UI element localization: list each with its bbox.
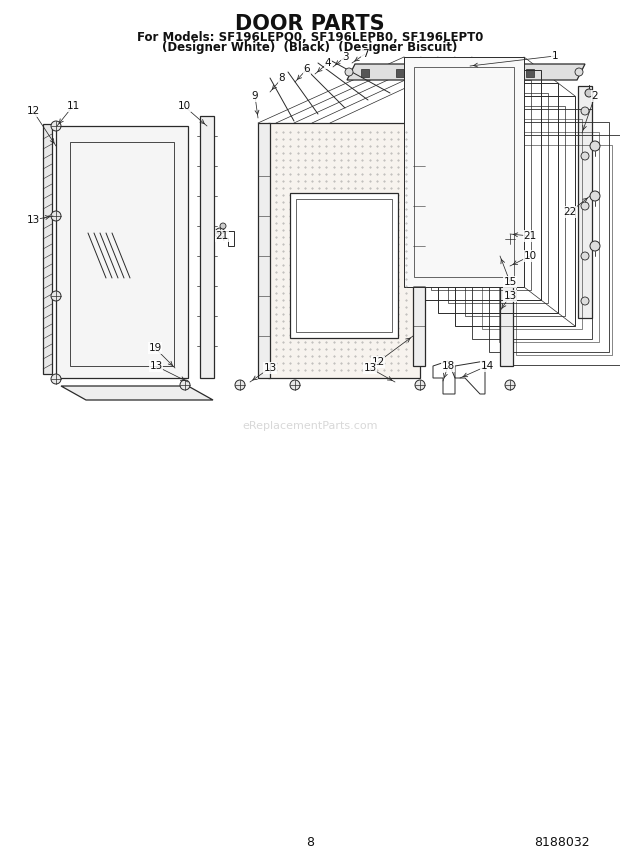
Bar <box>43 124 52 374</box>
Circle shape <box>51 121 61 131</box>
Circle shape <box>505 380 515 390</box>
Text: 18: 18 <box>441 361 454 371</box>
Bar <box>465 106 565 316</box>
Text: 11: 11 <box>66 101 79 111</box>
Text: 7: 7 <box>361 49 368 59</box>
Bar <box>500 126 513 366</box>
Bar <box>482 119 582 329</box>
Text: 13: 13 <box>264 363 277 373</box>
Bar <box>413 121 425 366</box>
Circle shape <box>215 228 225 238</box>
Circle shape <box>590 241 600 251</box>
Bar <box>258 123 270 378</box>
Bar <box>438 83 558 313</box>
Text: DOOR PARTS: DOOR PARTS <box>235 14 385 34</box>
Text: 8: 8 <box>278 73 285 83</box>
Bar <box>431 80 531 290</box>
Text: 10: 10 <box>177 101 190 111</box>
Text: 14: 14 <box>480 361 494 371</box>
Bar <box>499 132 599 342</box>
Polygon shape <box>347 64 585 80</box>
Circle shape <box>581 107 589 115</box>
Polygon shape <box>496 69 504 77</box>
Polygon shape <box>526 69 534 77</box>
Bar <box>414 67 514 277</box>
Bar <box>472 109 592 339</box>
Text: 8188032: 8188032 <box>534 836 590 849</box>
Circle shape <box>51 291 61 301</box>
Circle shape <box>235 380 245 390</box>
Text: eReplacementParts.com: eReplacementParts.com <box>242 421 378 431</box>
Bar <box>489 122 609 352</box>
Bar <box>578 86 592 318</box>
Bar <box>506 135 620 365</box>
Text: 15: 15 <box>503 277 516 287</box>
Circle shape <box>575 68 583 76</box>
Polygon shape <box>396 69 404 77</box>
Circle shape <box>581 297 589 305</box>
Text: 3: 3 <box>342 52 348 62</box>
Circle shape <box>581 202 589 210</box>
Circle shape <box>505 234 515 244</box>
Bar <box>516 145 612 355</box>
Text: 13: 13 <box>27 215 40 225</box>
Polygon shape <box>361 69 369 77</box>
Circle shape <box>51 374 61 384</box>
Bar <box>70 142 174 366</box>
Bar <box>404 57 524 287</box>
Bar <box>448 93 548 303</box>
Text: 2: 2 <box>591 91 598 101</box>
Polygon shape <box>431 69 439 77</box>
Circle shape <box>415 380 425 390</box>
Circle shape <box>220 223 226 229</box>
Circle shape <box>290 380 300 390</box>
Text: 10: 10 <box>523 251 536 261</box>
Bar <box>268 123 420 378</box>
Text: 9: 9 <box>252 91 259 101</box>
Text: 19: 19 <box>148 343 162 353</box>
Polygon shape <box>464 69 472 77</box>
Text: 8: 8 <box>306 836 314 849</box>
Text: (Designer White)  (Black)  (Designer Biscuit): (Designer White) (Black) (Designer Biscu… <box>162 40 458 54</box>
Text: For Models: SF196LEPQ0, SF196LEPB0, SF196LEPT0: For Models: SF196LEPQ0, SF196LEPB0, SF19… <box>137 31 483 44</box>
Text: 13: 13 <box>149 361 162 371</box>
Text: 13: 13 <box>503 291 516 301</box>
Circle shape <box>590 191 600 201</box>
Text: 21: 21 <box>215 231 229 241</box>
Text: 22: 22 <box>564 207 577 217</box>
Bar <box>296 199 392 332</box>
Text: 12: 12 <box>27 106 40 116</box>
Bar <box>56 126 188 378</box>
Bar <box>200 116 214 378</box>
Circle shape <box>585 89 593 97</box>
Text: 12: 12 <box>371 357 384 367</box>
Circle shape <box>180 380 190 390</box>
Bar <box>421 70 541 300</box>
Text: 13: 13 <box>363 363 376 373</box>
Text: 21: 21 <box>523 231 537 241</box>
Circle shape <box>590 141 600 151</box>
Circle shape <box>51 211 61 221</box>
Text: 1: 1 <box>552 51 559 61</box>
Polygon shape <box>61 386 213 400</box>
Text: 6: 6 <box>304 64 311 74</box>
Circle shape <box>581 152 589 160</box>
Bar <box>455 96 575 326</box>
Circle shape <box>581 252 589 260</box>
Text: 4: 4 <box>325 58 331 68</box>
Circle shape <box>345 68 353 76</box>
Bar <box>290 193 398 338</box>
